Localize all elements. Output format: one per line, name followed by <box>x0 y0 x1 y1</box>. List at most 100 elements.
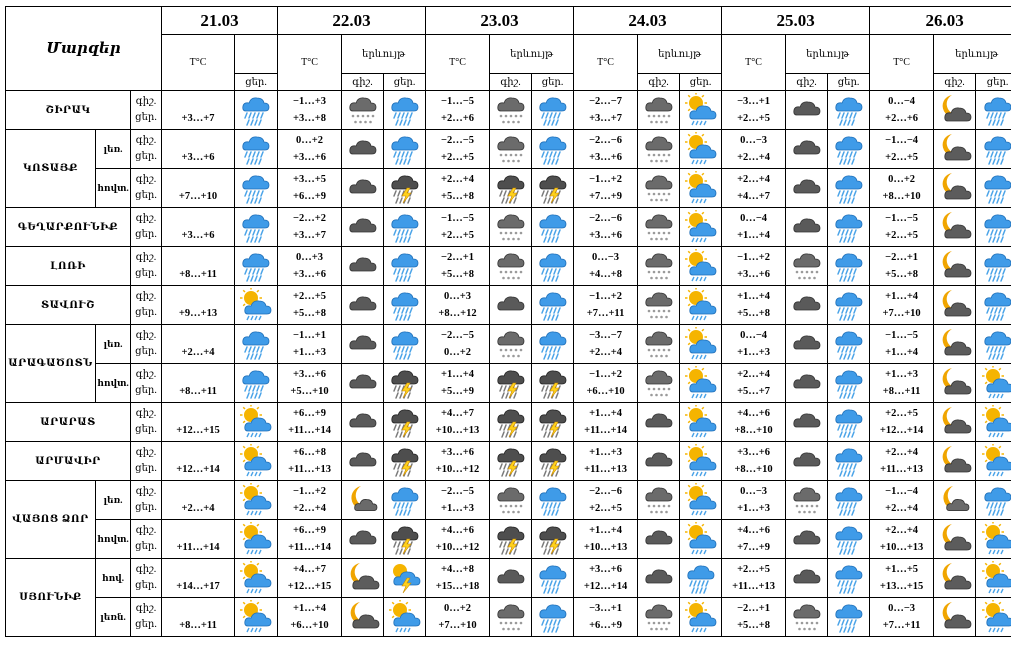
storm-cloud-icon <box>385 366 425 400</box>
snow-cloud-icon <box>639 600 679 634</box>
rain-cloud-icon <box>829 171 869 205</box>
weather-cell <box>531 207 575 247</box>
dark-cloud-icon <box>787 561 827 595</box>
period-labels: գիշ. ցեր. <box>129 402 163 442</box>
night-temp: −1…+2 <box>589 291 623 302</box>
weather-cell <box>637 480 681 520</box>
dark-cloud-icon <box>639 522 679 556</box>
day-temp: +6…+10 <box>586 386 625 397</box>
day-temp: +2…+4 <box>589 347 623 358</box>
day-temp: +12…+15 <box>287 581 332 592</box>
period-labels: գիշ. ցեր. <box>129 480 163 520</box>
temperature-cell: +4…+7 +12…+15 <box>277 558 343 598</box>
weather-cell <box>975 168 1011 208</box>
temperature-cell: −3…+1 +2…+5 <box>721 90 787 130</box>
weather-cell <box>531 168 575 208</box>
temperature-cell: 0…+2 +7…+10 <box>425 597 491 637</box>
date-header: 23.03 <box>425 6 575 35</box>
snow-cloud-icon <box>787 249 827 283</box>
temperature-cell: +14…+17 <box>161 558 236 598</box>
night-temp: +6…+8 <box>293 447 326 458</box>
snow-cloud-icon <box>491 327 531 361</box>
rain-cloud-icon <box>385 210 425 244</box>
night-temp: +2…+5 <box>737 564 771 575</box>
weather-cell <box>933 480 977 520</box>
snow-cloud-icon <box>491 600 531 634</box>
temperature-cell: 0…−4 +1…+4 <box>721 207 787 247</box>
temperature-cell: −1…+2 +7…+9 <box>573 168 639 208</box>
temperature-cell: +7…+10 <box>161 168 236 208</box>
day-temp: +3…+6 <box>737 269 771 280</box>
weather-cell <box>341 285 385 325</box>
sun-cloud-icon <box>681 522 721 556</box>
storm-cloud-icon <box>385 522 425 556</box>
day-label: ցեր. <box>135 580 157 591</box>
temperature-cell: −3…−7 +2…+4 <box>573 324 639 364</box>
weather-cell <box>234 90 279 130</box>
snow-cloud-icon <box>787 600 827 634</box>
weather-cell <box>234 519 279 559</box>
weather-cell <box>234 402 279 442</box>
night-label: գիշ. <box>135 447 157 458</box>
forecast-table: Մարզեր 21.03 22.03 23.03 24.03 25.03 26.… <box>4 6 1011 637</box>
temperature-cell: 0…−3 +4…+8 <box>573 246 639 286</box>
day-temp: +5…+7 <box>737 386 771 397</box>
day-temp: 0…+2 <box>444 347 472 358</box>
rain-cloud-icon <box>533 132 573 166</box>
region-name: ԳԵՂԱՐՔՈՒՆԻՔ <box>5 207 131 247</box>
storm-cloud-icon <box>491 522 531 556</box>
night-temp: +1…+3 <box>885 369 919 380</box>
weather-cell <box>383 480 427 520</box>
moon-cloud-icon <box>935 249 975 283</box>
weather-cell <box>975 558 1011 598</box>
phenomenon-header: երևույթ <box>341 34 427 74</box>
night-temp: 0…−4 <box>888 96 916 107</box>
weather-cell <box>341 168 385 208</box>
rain-cloud-icon <box>236 327 277 361</box>
rain-cloud-icon <box>829 249 869 283</box>
weather-cell <box>531 519 575 559</box>
rain-cloud-icon <box>533 249 573 283</box>
dark-cloud-icon <box>343 249 383 283</box>
forecast-table-wrapper: Մարզեր 21.03 22.03 23.03 24.03 25.03 26.… <box>4 6 1011 637</box>
temperature-cell: +4…+6 +7…+9 <box>721 519 787 559</box>
weather-cell <box>383 285 427 325</box>
sun-cloud-icon <box>681 483 721 517</box>
day-temp: +5…+9 <box>441 386 475 397</box>
sub-region-label: հովտ. <box>95 168 131 208</box>
day-temp: +1…+3 <box>441 503 475 514</box>
weather-cell <box>679 129 723 169</box>
dark-cloud-icon <box>639 444 679 478</box>
sub-region-label: հովտ. <box>95 519 131 559</box>
weather-cell <box>785 129 829 169</box>
rain-cloud-icon <box>829 93 869 127</box>
night-temp: +3…+6 <box>293 369 326 380</box>
weather-cell <box>531 90 575 130</box>
weather-cell <box>341 207 385 247</box>
period-labels: գիշ. ցեր. <box>129 246 163 286</box>
rain-cloud-icon <box>236 171 277 205</box>
rain-cloud-icon <box>829 366 869 400</box>
sub-region-label: լեռ. <box>95 129 131 169</box>
weather-cell <box>827 597 871 637</box>
night-temp: +1…+5 <box>885 564 919 575</box>
temperature-cell: +1…+4 +11…+14 <box>573 402 639 442</box>
temperature-cell: 0…−3 +1…+3 <box>721 480 787 520</box>
moon-cloud-icon <box>935 600 975 634</box>
temperature-cell: +4…+8 +15…+18 <box>425 558 491 598</box>
night-temp: 0…−4 <box>740 213 768 224</box>
day-temp: +10…+12 <box>435 542 480 553</box>
temperature-cell: −1…−4 +2…+5 <box>869 129 935 169</box>
day-temp: +8…+12 <box>438 308 477 319</box>
weather-cell <box>234 363 279 403</box>
temperature-cell: 0…−3 +7…+11 <box>869 597 935 637</box>
table-row: ՇԻՐԱԿ գիշ. ցեր. +3…+7 −1…+3 +3…+8 −1…−5 +2…+6 −2… <box>5 90 1011 130</box>
weather-cell <box>827 519 871 559</box>
weather-cell <box>975 402 1011 442</box>
rain-cloud-icon <box>533 210 573 244</box>
night-temp: −2…−6 <box>589 135 623 146</box>
weather-cell <box>679 324 723 364</box>
weather-cell <box>975 597 1011 637</box>
weather-cell <box>975 207 1011 247</box>
temp-header: T°C <box>721 34 787 91</box>
